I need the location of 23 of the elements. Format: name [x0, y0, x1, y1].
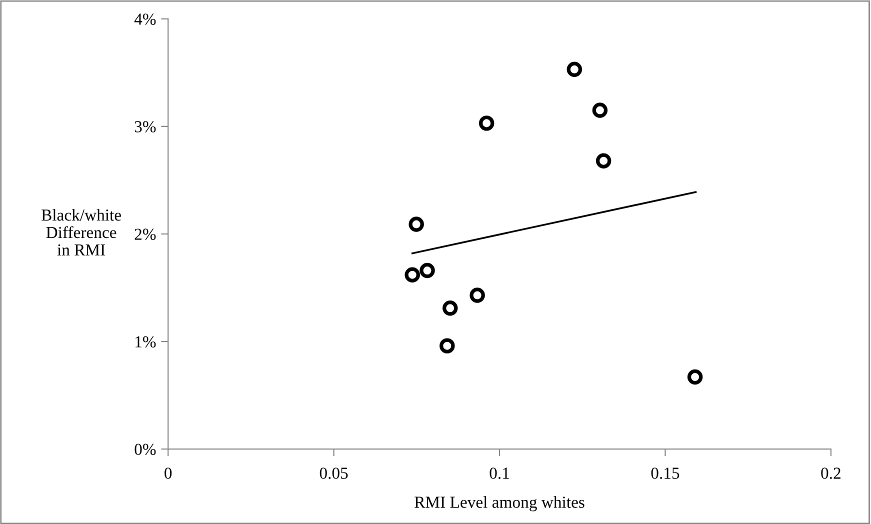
y-tick-label: 2%	[134, 228, 156, 240]
x-axis-title: RMI Level among whites	[414, 496, 584, 512]
x-tick-label: 0.2	[821, 468, 840, 479]
point	[478, 116, 494, 131]
point	[596, 153, 612, 168]
point	[404, 267, 420, 282]
point	[687, 369, 703, 385]
point	[442, 300, 458, 316]
point	[592, 102, 608, 118]
y-tick-label: 0%	[134, 444, 156, 456]
y-tick-label: 1%	[136, 336, 156, 348]
point	[566, 62, 582, 78]
point	[470, 288, 485, 303]
x-tick-label: 0.05	[320, 468, 348, 479]
point	[420, 262, 435, 278]
y-axis-title: Black/white Difference in RMI	[42, 208, 121, 256]
y-tick-label: 3%	[134, 121, 156, 132]
x-tick-label: 0.1	[490, 468, 509, 479]
point	[440, 338, 455, 354]
y-tick-label: 4%	[134, 14, 156, 25]
x-tick-label: 0	[164, 468, 172, 479]
point	[408, 216, 424, 232]
x-tick-label: 0.15	[651, 468, 680, 479]
